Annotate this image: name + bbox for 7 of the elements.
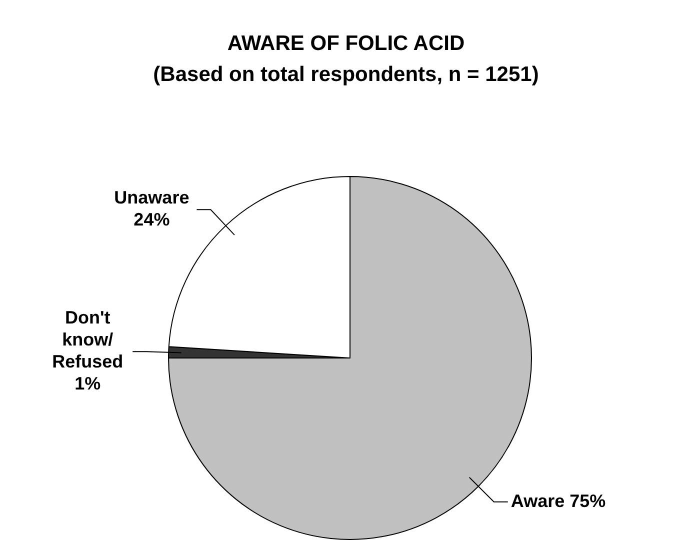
slice-label: Aware 75% [510, 490, 606, 511]
slice-label: Don't know/ Refused [52, 308, 124, 372]
data-label: 1% [74, 374, 101, 394]
chart-title: AWARE OF FOLIC ACID [227, 32, 465, 55]
slice-label: Unaware [114, 188, 190, 208]
data-label: 24% [134, 210, 170, 230]
chart-subtitle: (Based on total respondents, n = 1251) [153, 62, 539, 86]
